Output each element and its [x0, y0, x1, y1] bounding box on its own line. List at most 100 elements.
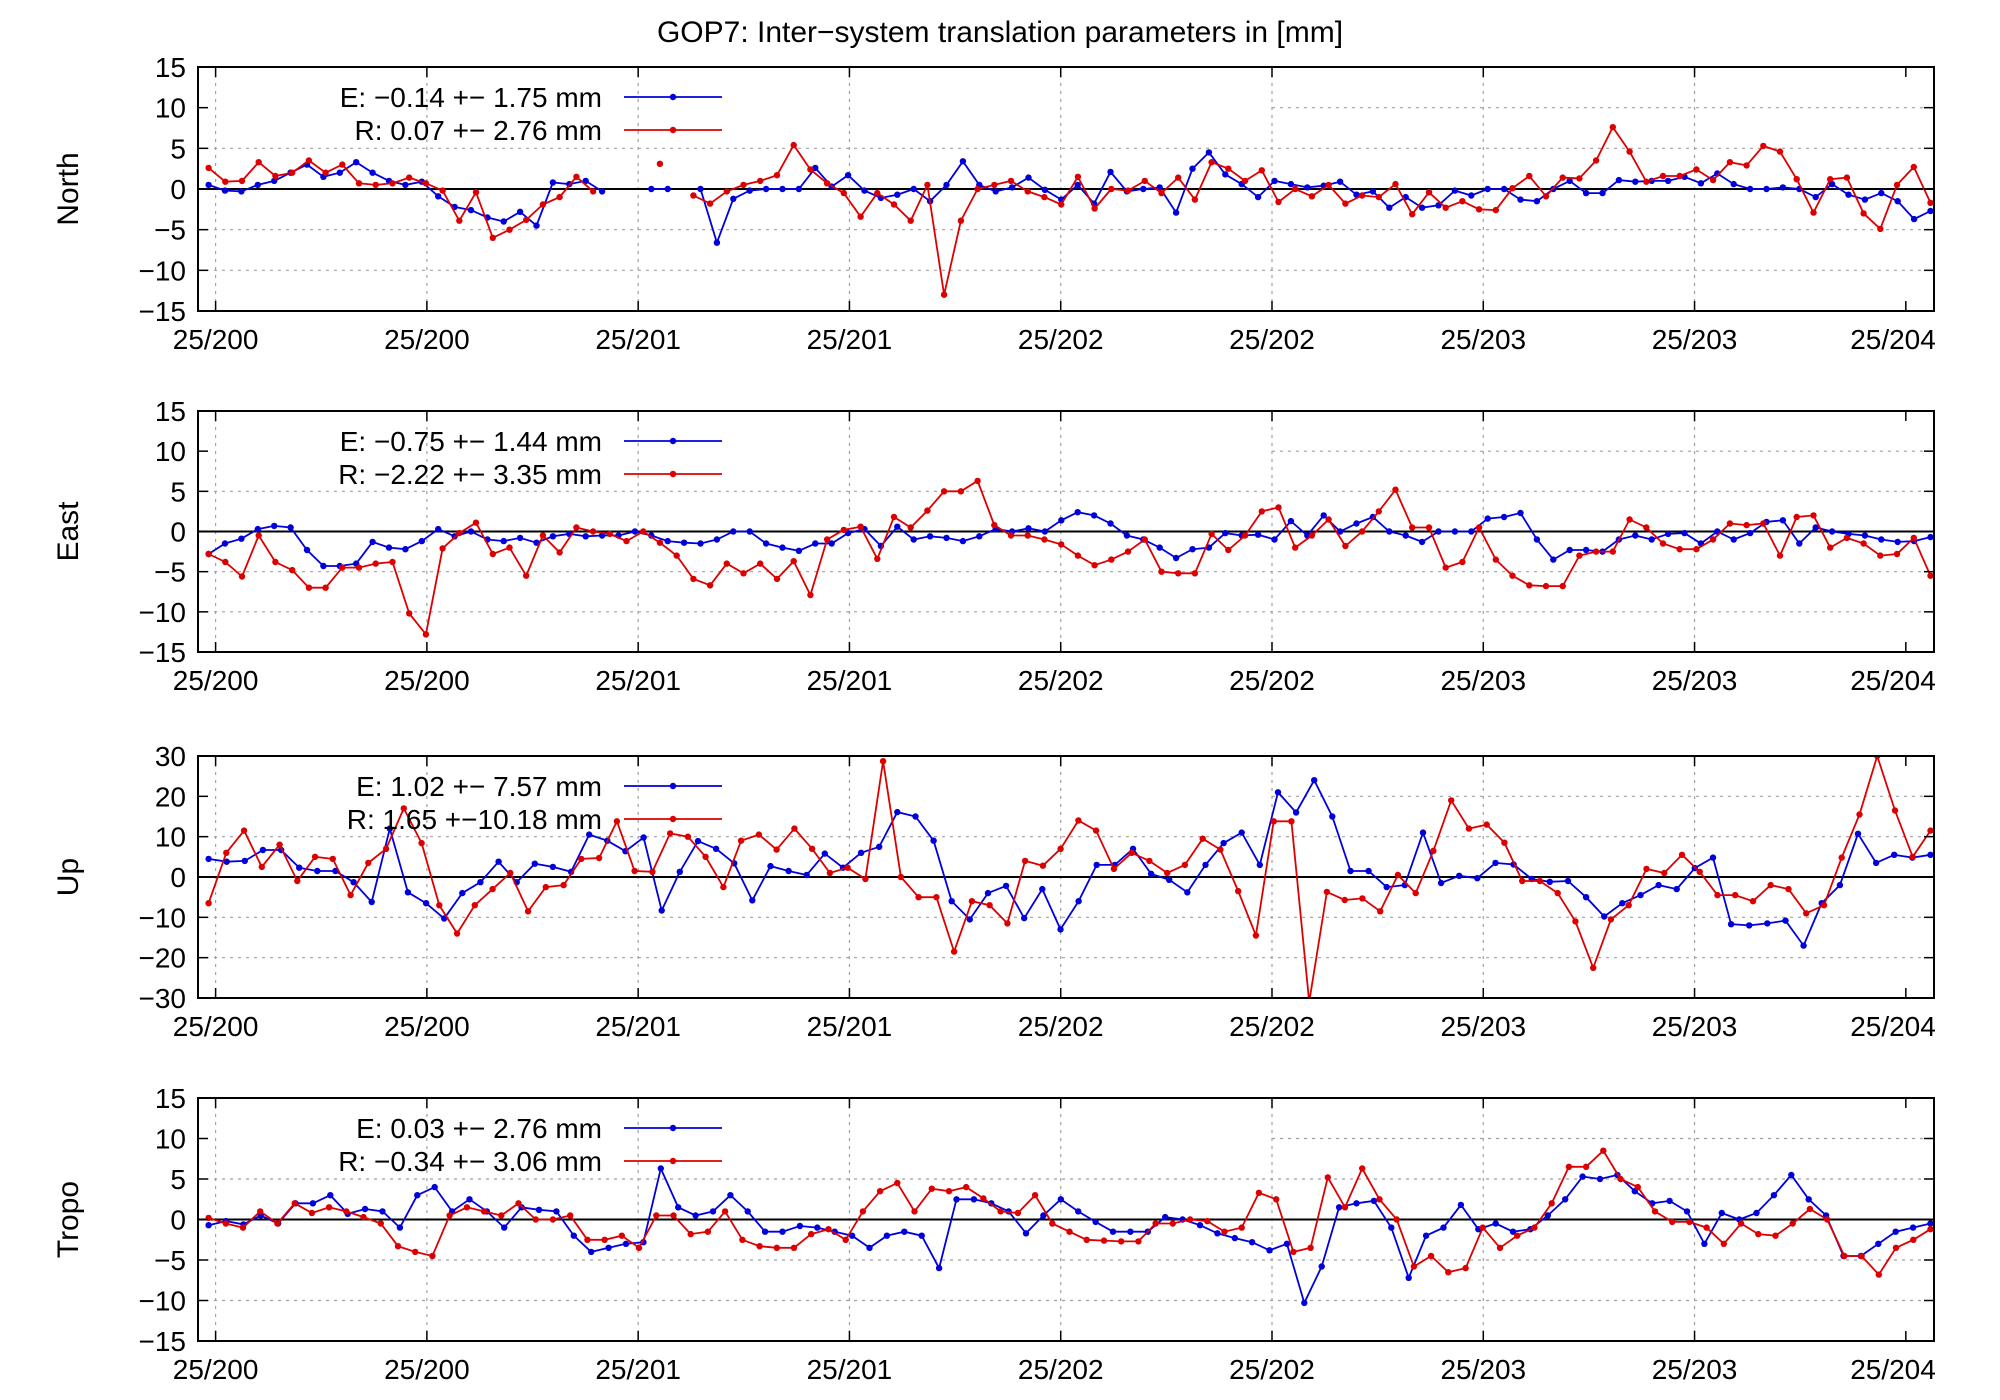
x-tick-label: 25/202	[1229, 665, 1315, 696]
data-point	[1643, 178, 1650, 185]
data-point	[1892, 1244, 1900, 1252]
data-point	[1566, 546, 1573, 554]
data-point	[287, 524, 294, 531]
data-point	[1891, 807, 1899, 814]
data-point	[379, 1208, 386, 1215]
data-point	[1024, 188, 1031, 195]
data-point	[1402, 532, 1409, 539]
y-axis-label: Up	[52, 858, 85, 896]
data-point	[355, 564, 363, 571]
data-point	[308, 1209, 316, 1217]
data-point	[446, 1212, 453, 1219]
data-point	[549, 179, 557, 186]
data-point	[1386, 204, 1393, 211]
data-point	[1562, 1196, 1569, 1203]
data-point	[1222, 171, 1229, 178]
data-point	[495, 858, 502, 865]
data-point	[1697, 180, 1705, 187]
data-point	[980, 1195, 987, 1202]
data-point	[692, 1212, 699, 1219]
data-point	[757, 560, 764, 567]
data-point	[826, 869, 834, 877]
panel-north: −15 −10 −5 0 5 10 15 25/200 25/200 25/201 25/201 25…	[52, 52, 1936, 355]
data-point	[1909, 1224, 1917, 1231]
data-point	[795, 185, 803, 193]
data-point	[360, 1213, 367, 1221]
data-point	[1275, 198, 1282, 206]
data-point	[814, 1224, 821, 1231]
data-point	[874, 189, 881, 197]
data-point	[1241, 177, 1249, 185]
data-point	[1533, 198, 1541, 205]
data-point	[1827, 544, 1834, 551]
data-point	[749, 897, 756, 904]
data-point	[1542, 582, 1550, 590]
data-point	[431, 1183, 438, 1191]
data-point	[549, 863, 557, 871]
data-point	[673, 552, 680, 559]
series-E-east	[205, 509, 1934, 570]
y-tick-label: 0	[170, 517, 186, 548]
data-point	[1191, 196, 1199, 203]
data-point	[1457, 1201, 1465, 1209]
data-point	[1258, 167, 1266, 174]
series-line	[208, 778, 1931, 948]
data-point	[1576, 175, 1583, 182]
data-point	[1156, 184, 1163, 191]
data-point	[1910, 534, 1918, 542]
data-point	[1057, 845, 1064, 852]
data-point	[1024, 532, 1031, 539]
data-point	[222, 1220, 229, 1227]
data-point	[1031, 1192, 1039, 1199]
data-point	[991, 521, 998, 529]
data-point	[1410, 1263, 1418, 1270]
data-point	[807, 591, 814, 599]
data-point	[911, 1208, 918, 1215]
data-point	[746, 528, 753, 535]
data-point	[1442, 204, 1449, 211]
data-point	[697, 540, 704, 547]
data-point	[1254, 193, 1262, 201]
data-point	[1459, 198, 1466, 205]
legend-label: E: −0.75 +− 1.44 mm	[340, 426, 602, 457]
data-point	[1484, 185, 1491, 193]
data-point	[1146, 857, 1153, 865]
data-point	[1737, 1220, 1745, 1227]
data-point	[997, 1208, 1004, 1215]
data-point	[1519, 877, 1526, 885]
data-point	[272, 558, 279, 566]
data-point	[1875, 1271, 1883, 1278]
y-tick-label: −5	[154, 557, 186, 588]
data-point	[1141, 177, 1149, 185]
data-point	[1559, 582, 1566, 590]
x-tick-label: 25/203	[1652, 665, 1738, 696]
data-point	[1202, 861, 1209, 869]
data-point	[779, 185, 786, 193]
data-point	[1376, 1196, 1383, 1203]
data-point	[515, 1200, 522, 1207]
data-point	[968, 898, 976, 905]
x-tick-label: 25/201	[807, 1011, 893, 1042]
data-point	[1927, 1226, 1934, 1233]
data-point	[606, 530, 613, 538]
data-point	[1892, 1228, 1899, 1235]
x-tick-label: 25/201	[807, 665, 893, 696]
data-point	[1703, 1224, 1710, 1231]
data-point	[773, 575, 781, 583]
data-point	[353, 159, 360, 166]
data-point	[1843, 534, 1851, 542]
data-point	[1609, 124, 1617, 131]
data-point	[1275, 504, 1282, 511]
data-point	[1492, 1220, 1499, 1227]
data-point	[959, 537, 967, 545]
data-point	[1448, 797, 1455, 804]
data-point	[221, 540, 229, 547]
data-point	[1659, 172, 1667, 180]
data-point	[276, 841, 283, 848]
data-point	[1074, 509, 1081, 516]
data-point	[1590, 964, 1597, 971]
data-point	[1686, 1218, 1693, 1226]
data-point	[1041, 186, 1049, 193]
x-tick-label: 25/200	[384, 665, 470, 696]
series-R-east	[205, 477, 1934, 638]
